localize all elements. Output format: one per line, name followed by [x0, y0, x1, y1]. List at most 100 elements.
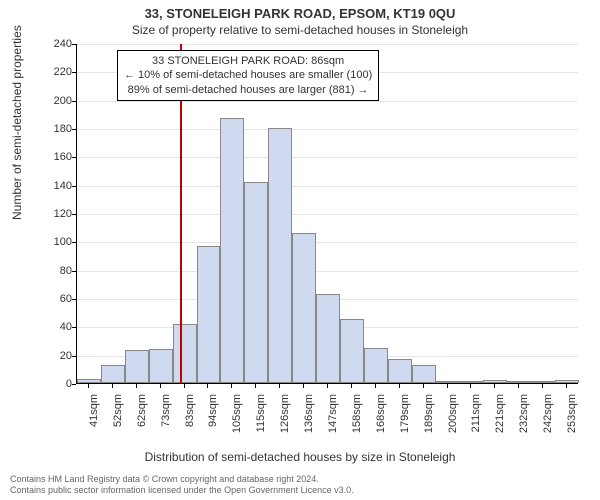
footer-attribution: Contains HM Land Registry data © Crown c…: [10, 474, 354, 496]
x-tick-mark: [88, 384, 89, 388]
x-tick-mark: [542, 384, 543, 388]
x-tick-label: 62sqm: [136, 394, 148, 444]
annotation-line-3: 89% of semi-detached houses are larger (…: [124, 83, 372, 97]
x-tick-label: 126sqm: [279, 394, 291, 444]
x-tick-label: 158sqm: [351, 394, 363, 444]
histogram-bar: [531, 381, 555, 383]
y-tick-mark: [72, 356, 76, 357]
x-tick-mark: [351, 384, 352, 388]
chart-title-sub: Size of property relative to semi-detach…: [0, 21, 600, 41]
x-tick-label: 253sqm: [566, 394, 578, 444]
histogram-bar: [388, 359, 412, 383]
histogram-bar: [149, 349, 173, 383]
histogram-bar: [220, 118, 244, 383]
annotation-box: 33 STONELEIGH PARK ROAD: 86sqm← 10% of s…: [117, 50, 379, 101]
gridline: [77, 214, 578, 215]
x-tick-label: 168sqm: [375, 394, 387, 444]
chart-area: 33 STONELEIGH PARK ROAD: 86sqm← 10% of s…: [48, 44, 578, 414]
histogram-bar: [77, 379, 101, 383]
histogram-bar: [436, 381, 460, 383]
gridline: [77, 271, 578, 272]
y-tick-label: 140: [42, 180, 72, 192]
x-tick-label: 200sqm: [447, 394, 459, 444]
y-tick-mark: [72, 72, 76, 73]
x-tick-mark: [566, 384, 567, 388]
x-tick-mark: [160, 384, 161, 388]
histogram-bar: [268, 128, 292, 383]
x-tick-mark: [423, 384, 424, 388]
plot-area: 33 STONELEIGH PARK ROAD: 86sqm← 10% of s…: [76, 44, 578, 384]
y-tick-label: 40: [42, 321, 72, 333]
histogram-bar: [340, 319, 364, 383]
histogram-bar: [364, 348, 388, 383]
y-tick-mark: [72, 327, 76, 328]
y-tick-mark: [72, 214, 76, 215]
footer-line-1: Contains HM Land Registry data © Crown c…: [10, 474, 354, 485]
histogram-bar: [173, 324, 197, 384]
x-tick-mark: [136, 384, 137, 388]
x-tick-mark: [255, 384, 256, 388]
x-tick-label: 221sqm: [494, 394, 506, 444]
x-tick-mark: [494, 384, 495, 388]
x-tick-mark: [399, 384, 400, 388]
histogram-bar: [125, 350, 149, 383]
y-tick-label: 240: [42, 38, 72, 50]
histogram-bar: [101, 365, 125, 383]
x-tick-label: 94sqm: [207, 394, 219, 444]
x-tick-label: 105sqm: [231, 394, 243, 444]
x-tick-label: 147sqm: [327, 394, 339, 444]
gridline: [77, 44, 578, 45]
chart-title-main: 33, STONELEIGH PARK ROAD, EPSOM, KT19 0Q…: [0, 0, 600, 21]
x-tick-mark: [207, 384, 208, 388]
x-tick-label: 179sqm: [399, 394, 411, 444]
y-tick-label: 200: [42, 95, 72, 107]
y-tick-mark: [72, 384, 76, 385]
x-tick-mark: [112, 384, 113, 388]
y-tick-label: 100: [42, 236, 72, 248]
x-tick-label: 189sqm: [423, 394, 435, 444]
x-tick-label: 232sqm: [518, 394, 530, 444]
y-tick-label: 80: [42, 265, 72, 277]
x-tick-mark: [303, 384, 304, 388]
annotation-line-2: ← 10% of semi-detached houses are smalle…: [124, 68, 372, 82]
y-tick-mark: [72, 186, 76, 187]
x-tick-mark: [470, 384, 471, 388]
x-tick-mark: [375, 384, 376, 388]
x-tick-label: 242sqm: [542, 394, 554, 444]
gridline: [77, 157, 578, 158]
y-tick-mark: [72, 129, 76, 130]
gridline: [77, 186, 578, 187]
x-tick-mark: [327, 384, 328, 388]
y-tick-label: 220: [42, 66, 72, 78]
x-tick-label: 41sqm: [88, 394, 100, 444]
x-tick-label: 136sqm: [303, 394, 315, 444]
histogram-bar: [459, 381, 483, 383]
gridline: [77, 242, 578, 243]
y-tick-mark: [72, 157, 76, 158]
x-tick-label: 83sqm: [184, 394, 196, 444]
histogram-bar: [197, 246, 221, 383]
gridline: [77, 129, 578, 130]
histogram-bar: [555, 380, 579, 383]
x-tick-label: 211sqm: [470, 394, 482, 444]
y-tick-label: 160: [42, 151, 72, 163]
histogram-bar: [292, 233, 316, 383]
footer-line-2: Contains public sector information licen…: [10, 485, 354, 496]
y-axis-label: Number of semi-detached properties: [10, 25, 24, 220]
x-tick-mark: [279, 384, 280, 388]
x-axis-label: Distribution of semi-detached houses by …: [0, 450, 600, 464]
histogram-bar: [483, 380, 507, 383]
y-tick-label: 120: [42, 208, 72, 220]
y-tick-label: 180: [42, 123, 72, 135]
y-tick-label: 20: [42, 350, 72, 362]
y-tick-label: 0: [42, 378, 72, 390]
histogram-bar: [244, 182, 268, 383]
y-tick-mark: [72, 271, 76, 272]
x-tick-mark: [231, 384, 232, 388]
x-tick-mark: [447, 384, 448, 388]
y-tick-mark: [72, 242, 76, 243]
histogram-bar: [507, 381, 531, 383]
x-tick-label: 52sqm: [112, 394, 124, 444]
histogram-bar: [412, 365, 436, 383]
y-tick-label: 60: [42, 293, 72, 305]
